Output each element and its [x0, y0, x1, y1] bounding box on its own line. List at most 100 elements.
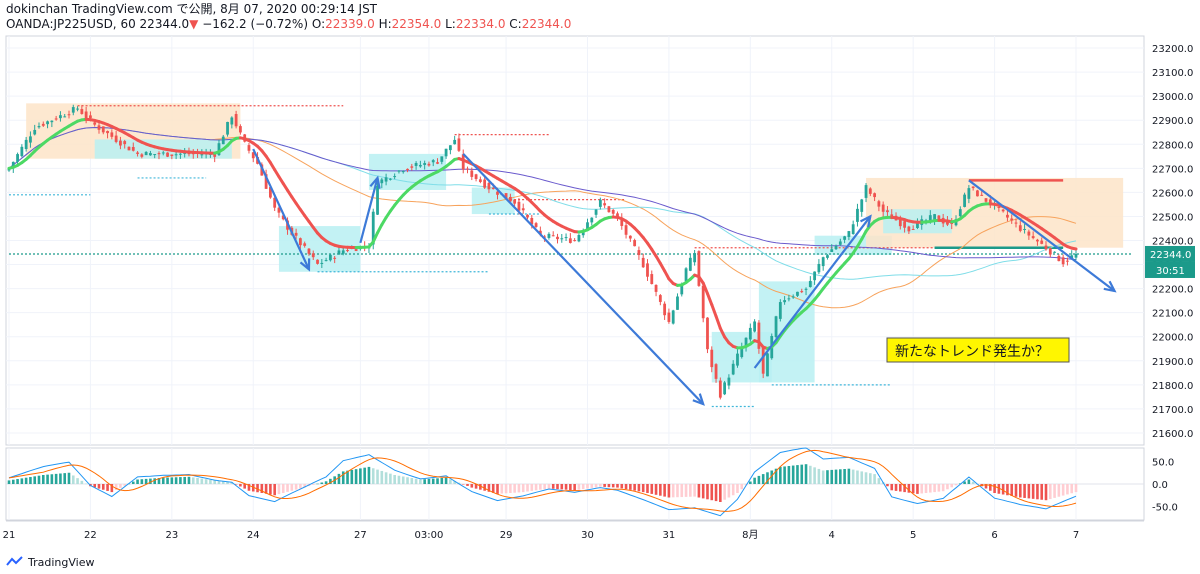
y-tick-label: 21900.0: [1152, 357, 1193, 368]
macd-histogram-bar: [817, 468, 821, 484]
candle-body: [628, 235, 632, 239]
candle-body: [93, 122, 97, 125]
macd-histogram-bar: [689, 484, 692, 497]
candle-body: [508, 196, 512, 202]
macd-histogram-bar: [221, 481, 225, 484]
candle-body: [526, 214, 529, 218]
macd-histogram-bar: [101, 484, 105, 490]
macd-histogram-bar: [1027, 484, 1031, 499]
y-tick-label: 23200.0: [1152, 44, 1193, 55]
macd-histogram-bar: [937, 484, 941, 492]
candle-body: [513, 199, 517, 204]
candle-body: [594, 209, 598, 215]
macd-histogram-bar: [444, 477, 448, 484]
macd-histogram-bar: [1023, 484, 1026, 498]
macd-histogram-bar: [359, 468, 362, 484]
candle-body: [616, 213, 619, 218]
macd-histogram-bar: [179, 477, 182, 484]
candle-body: [538, 230, 542, 235]
macd-histogram-bar: [603, 484, 606, 487]
x-tick-label: 24: [247, 530, 260, 541]
ema-segment: [860, 229, 868, 241]
candle-body: [1001, 209, 1005, 212]
y-tick-label: 22000.0: [1152, 333, 1193, 344]
macd-histogram-bar: [693, 484, 696, 497]
macd-histogram-bar: [367, 466, 371, 484]
macd-histogram-bar: [701, 484, 705, 499]
macd-histogram-bar: [234, 484, 238, 485]
macd-histogram-bar: [856, 470, 859, 484]
macd-histogram-bar: [1018, 484, 1022, 498]
candle-body: [624, 225, 628, 235]
macd-histogram-bar: [144, 478, 148, 484]
candle-body: [847, 231, 851, 237]
macd-histogram-bar: [1057, 484, 1061, 497]
candle-body: [337, 250, 341, 255]
candle-body: [1006, 214, 1009, 218]
macd-histogram-bar: [149, 478, 152, 484]
candle-body: [37, 126, 41, 128]
macd-histogram-bar: [106, 484, 109, 491]
macd-histogram-bar: [341, 471, 345, 484]
candle-body: [641, 257, 645, 268]
macd-histogram-bar: [260, 484, 264, 493]
macd-histogram-bar: [997, 484, 1001, 494]
macd-histogram-bar: [770, 470, 774, 484]
candle-body: [153, 154, 157, 156]
macd-histogram-bar: [33, 476, 37, 484]
candle-body: [371, 211, 375, 245]
macd-histogram-bar: [646, 484, 649, 493]
macd-histogram-bar: [886, 484, 889, 487]
candle-body: [834, 245, 838, 250]
candle-body: [393, 176, 397, 178]
candle-body: [448, 145, 452, 151]
macd-histogram-bar: [1031, 484, 1035, 499]
ma-purple-line: [8, 126, 1077, 261]
low-label: L:: [445, 17, 456, 31]
candle-body: [667, 312, 671, 322]
candle-body: [637, 250, 641, 256]
open-value: 22339.0: [325, 17, 375, 31]
macd-histogram-bar: [517, 484, 521, 493]
macd-histogram-bar: [311, 484, 315, 485]
trend-arrow-head: [860, 214, 872, 228]
open-label: O:: [311, 17, 326, 31]
candle-body: [114, 135, 118, 142]
ema-segment: [718, 326, 727, 339]
x-tick-label: 27: [354, 530, 367, 541]
macd-histogram-bar: [470, 484, 474, 488]
macd-histogram-bar: [839, 469, 842, 484]
candle-body: [676, 296, 679, 310]
macd-histogram-bar: [560, 484, 564, 490]
macd-histogram-bar: [294, 484, 298, 490]
levels: [9, 105, 1132, 408]
candle-body: [808, 280, 812, 288]
macd-histogram-bar: [71, 475, 75, 484]
candle-body: [341, 250, 345, 254]
x-tick-label: 4: [829, 530, 835, 541]
candle-body: [800, 291, 804, 293]
annotations: 22344.0 30:51 新たなトレンド発生か？: [886, 245, 1195, 363]
macd-histogram-bar: [466, 484, 469, 486]
macd-histogram-bar: [166, 477, 169, 484]
symbol-name[interactable]: OANDA:JP225USD, 60: [6, 17, 136, 31]
candle-body: [916, 221, 919, 228]
macd-histogram-bar: [1074, 484, 1078, 493]
macd-histogram-bar: [29, 477, 32, 484]
macd-histogram-bar: [1070, 484, 1074, 494]
macd-histogram-bar: [907, 484, 911, 493]
candle-body: [504, 193, 508, 199]
candle-body: [89, 115, 92, 118]
y-tick-label: 22800.0: [1152, 140, 1193, 151]
macd-histogram-bar: [410, 478, 414, 484]
candle-body: [71, 107, 75, 113]
macd-histogram-bar: [196, 478, 199, 484]
macd-histogram-bar: [324, 481, 328, 484]
candle-body: [586, 222, 589, 229]
y-tick-label: 21600.0: [1152, 429, 1193, 440]
candle-body: [11, 161, 15, 169]
macd-histogram-bar: [401, 476, 405, 484]
candle-body: [963, 194, 966, 207]
macd-histogram-bar: [804, 464, 808, 484]
